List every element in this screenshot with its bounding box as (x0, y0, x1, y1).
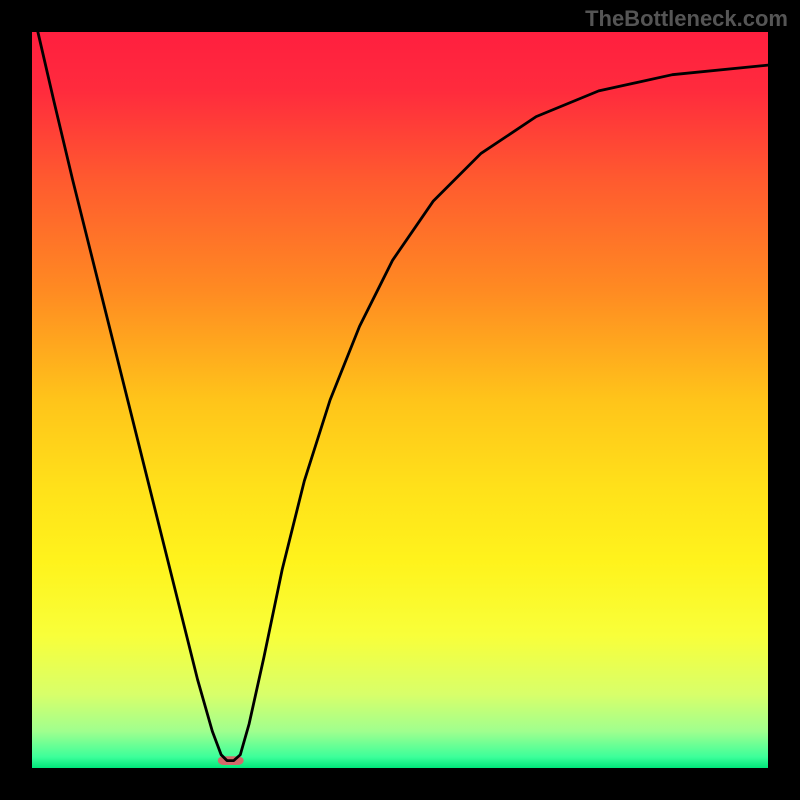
chart-container: TheBottleneck.com (0, 0, 800, 800)
watermark-text: TheBottleneck.com (585, 6, 788, 32)
plot-background (32, 32, 768, 768)
bottleneck-chart (0, 0, 800, 800)
